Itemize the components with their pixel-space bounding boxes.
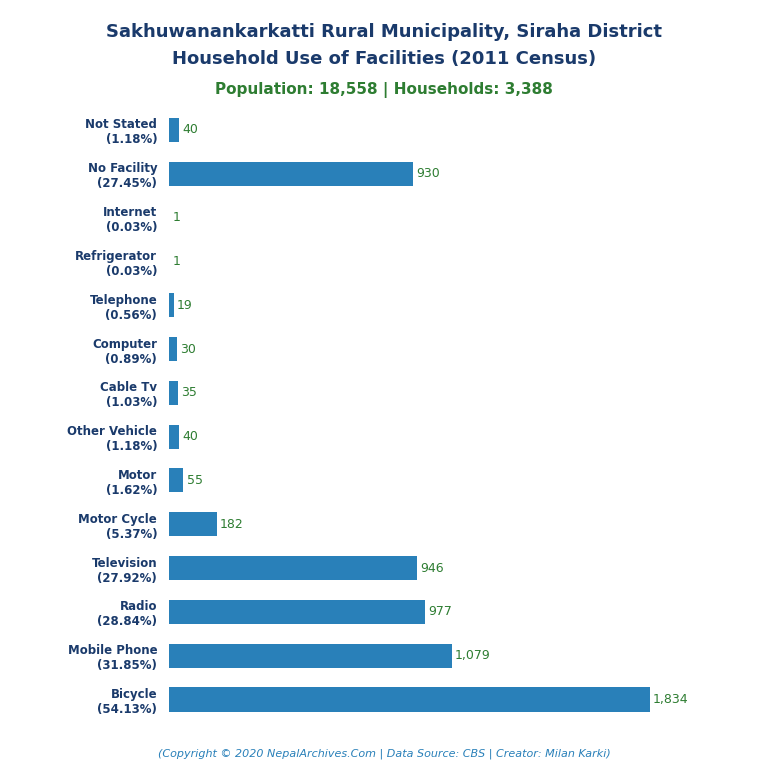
Bar [169, 118, 180, 142]
Bar [169, 687, 650, 711]
Text: 30: 30 [180, 343, 196, 356]
Text: 19: 19 [177, 299, 193, 312]
Bar [169, 337, 177, 361]
Bar [169, 381, 178, 405]
Text: 35: 35 [181, 386, 197, 399]
Text: 40: 40 [183, 430, 198, 443]
Bar [169, 556, 417, 580]
Bar [169, 425, 180, 449]
Text: 1: 1 [172, 211, 180, 224]
Text: Sakhuwanankarkatti Rural Municipality, Siraha District: Sakhuwanankarkatti Rural Municipality, S… [106, 23, 662, 41]
Text: Population: 18,558 | Households: 3,388: Population: 18,558 | Households: 3,388 [215, 82, 553, 98]
Bar [169, 600, 425, 624]
Text: 977: 977 [429, 605, 452, 618]
Text: 1,834: 1,834 [653, 693, 689, 706]
Bar [169, 644, 452, 667]
Text: 1,079: 1,079 [455, 649, 491, 662]
Text: 930: 930 [416, 167, 440, 180]
Text: 55: 55 [187, 474, 203, 487]
Text: 1: 1 [172, 255, 180, 268]
Bar [169, 293, 174, 317]
Text: 182: 182 [220, 518, 243, 531]
Bar [169, 512, 217, 536]
Text: 946: 946 [420, 561, 444, 574]
Bar [169, 162, 413, 186]
Text: 40: 40 [183, 124, 198, 137]
Text: Household Use of Facilities (2011 Census): Household Use of Facilities (2011 Census… [172, 50, 596, 68]
Text: (Copyright © 2020 NepalArchives.Com | Data Source: CBS | Creator: Milan Karki): (Copyright © 2020 NepalArchives.Com | Da… [157, 748, 611, 759]
Bar [169, 468, 184, 492]
